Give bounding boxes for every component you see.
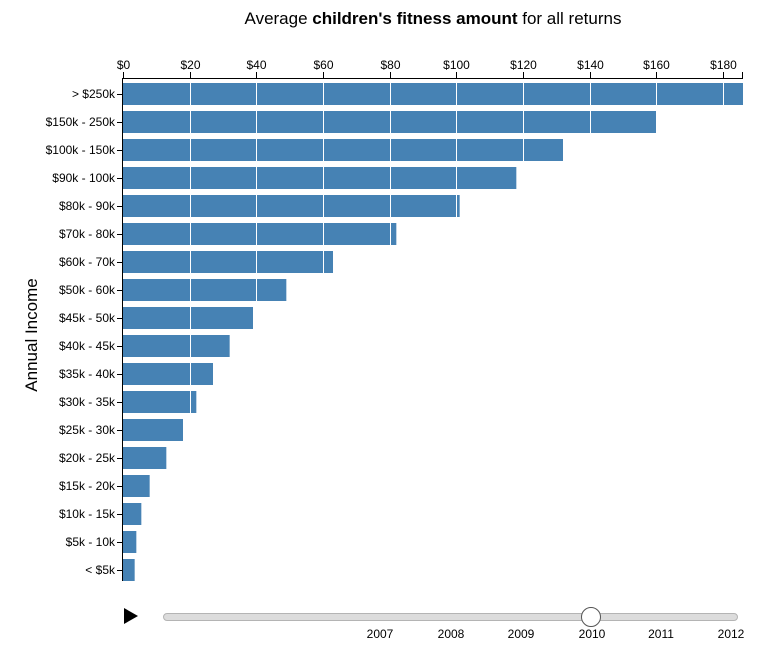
y-tick-label: $30k - 35k — [59, 395, 116, 409]
y-tick-label: < $5k — [85, 563, 116, 577]
y-tick-label: > $250k — [72, 87, 116, 101]
year-label[interactable]: 2011 — [648, 627, 674, 641]
bar — [123, 391, 197, 413]
x-tick-label: $0 — [117, 58, 131, 72]
y-tick-label: $10k - 15k — [59, 507, 116, 521]
y-tick-label: $70k - 80k — [59, 227, 116, 241]
bar — [123, 111, 657, 133]
play-icon[interactable] — [124, 608, 138, 624]
y-tick-label: $35k - 40k — [59, 367, 116, 381]
y-tick-label: $25k - 30k — [59, 423, 116, 437]
x-tick-label: $20 — [180, 58, 200, 72]
y-tick-label: $90k - 100k — [52, 171, 116, 185]
bar — [123, 503, 142, 525]
chart-title: Average children's fitness amount for al… — [0, 9, 779, 29]
bar — [123, 251, 333, 273]
bar — [123, 531, 137, 553]
bar — [123, 335, 230, 357]
year-label[interactable]: 2009 — [507, 627, 535, 641]
x-tick-label: $80 — [380, 58, 400, 72]
bar — [123, 167, 517, 189]
y-tick-label: $100k - 150k — [46, 143, 116, 157]
bar — [123, 279, 287, 301]
bar — [123, 559, 135, 581]
bar — [123, 139, 563, 161]
bar — [123, 447, 167, 469]
bar — [123, 195, 460, 217]
year-label[interactable]: 2007 — [366, 627, 394, 641]
y-tick-label: $5k - 10k — [66, 535, 116, 549]
bar — [123, 223, 397, 245]
x-tick-label: $120 — [510, 58, 537, 72]
x-tick-label: $180 — [710, 58, 737, 72]
title-suffix: for all returns — [517, 9, 622, 28]
y-tick-label: $50k - 60k — [59, 283, 116, 297]
y-tick-label: $15k - 20k — [59, 479, 116, 493]
year-slider-track[interactable] — [163, 613, 738, 621]
year-label[interactable]: 2008 — [437, 627, 465, 641]
bar — [123, 419, 183, 441]
y-axis-label: Annual Income — [22, 278, 41, 391]
y-tick-label: $80k - 90k — [59, 199, 116, 213]
bar-chart: $0 $20 $40 $60 $80 $100 $120 $140 $160 $180 > $25… — [22, 58, 743, 581]
x-tick-label: $60 — [313, 58, 333, 72]
y-tick-label: $20k - 25k — [59, 451, 116, 465]
x-tick-label: $160 — [643, 58, 670, 72]
y-tick-label: $45k - 50k — [59, 311, 116, 325]
y-tick-label: $40k - 45k — [59, 339, 116, 353]
title-prefix: Average — [244, 9, 313, 28]
bar — [123, 363, 213, 385]
y-tick-label: $60k - 70k — [59, 255, 116, 269]
year-label[interactable]: 2012 — [717, 627, 745, 641]
bar — [123, 307, 253, 329]
year-label[interactable]: 2010 — [578, 627, 606, 641]
title-highlight: children's fitness amount — [312, 9, 518, 28]
year-slider-handle[interactable] — [581, 607, 601, 627]
bar — [123, 475, 150, 497]
y-tick-label: $150k - 250k — [46, 115, 116, 129]
x-tick-label: $100 — [443, 58, 470, 72]
x-tick-label: $40 — [246, 58, 266, 72]
x-tick-label: $140 — [577, 58, 604, 72]
bar — [123, 83, 743, 105]
